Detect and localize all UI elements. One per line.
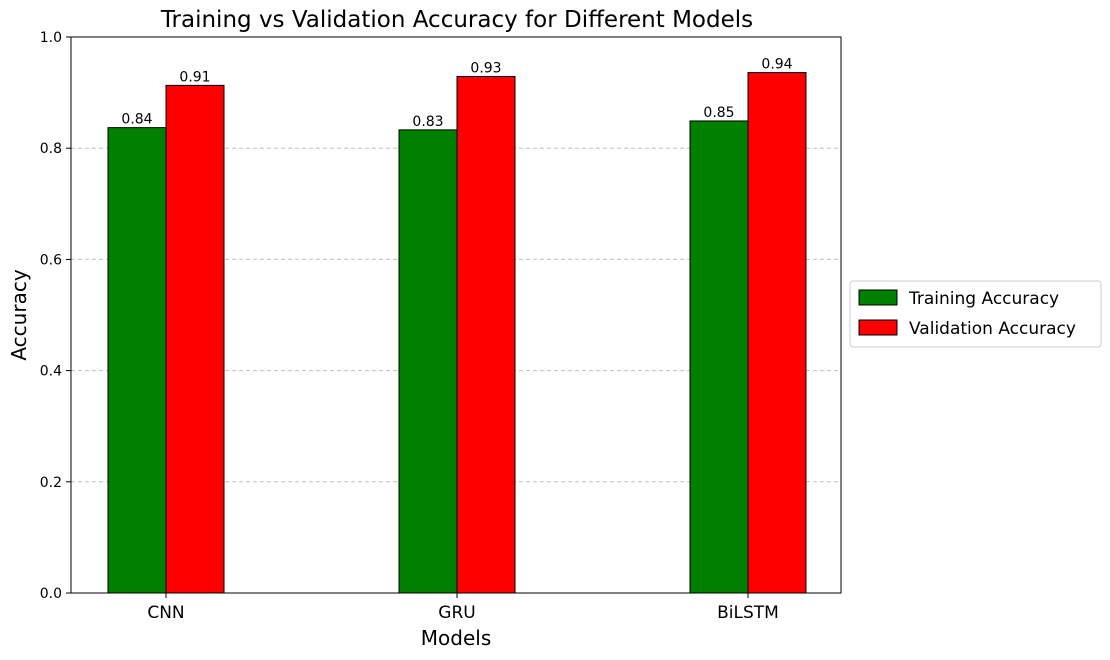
y-tick-label: 1.0 (40, 30, 62, 46)
bar-validation-cnn (165, 84, 225, 594)
x-tick-label: BiLSTM (717, 603, 779, 623)
bar-validation-bilstm (747, 72, 807, 594)
x-axis-ticks: CNN GRU BiLSTM (147, 593, 779, 623)
bars (107, 72, 807, 594)
chart-title: Training vs Validation Accuracy for Diff… (160, 7, 753, 33)
legend-swatch-training (858, 289, 898, 306)
legend: Training Accuracy Validation Accuracy (849, 280, 1102, 348)
plot-frame (70, 36, 842, 594)
x-tick-label: CNN (147, 603, 184, 623)
y-axis-ticks: 0.0 0.2 0.4 0.6 0.8 1.0 (40, 30, 71, 602)
y-tick-label: 0.8 (40, 141, 62, 157)
bar-validation-gru (456, 75, 516, 594)
legend-label: Validation Accuracy (909, 319, 1076, 339)
y-axis-label: Accuracy (7, 269, 31, 360)
x-axis-label: Models (421, 626, 491, 650)
y-tick-label: 0.0 (40, 586, 62, 602)
y-tick-label: 0.6 (40, 252, 62, 268)
value-labels: 0.84 0.91 0.83 0.93 0.85 0.94 (121, 57, 792, 130)
legend-label: Training Accuracy (908, 289, 1059, 309)
y-tick-label: 0.4 (40, 364, 62, 380)
bar-value-label: 0.83 (412, 114, 443, 130)
bar-value-label: 0.94 (761, 57, 792, 73)
bar-training-gru (398, 129, 458, 594)
y-tick-label: 0.2 (40, 475, 62, 491)
bar-training-bilstm (689, 120, 749, 594)
bar-value-label: 0.85 (703, 105, 734, 121)
bar-training-cnn (107, 127, 167, 594)
x-tick-label: GRU (438, 603, 475, 623)
legend-swatch-validation (858, 319, 898, 336)
bar-value-label: 0.93 (470, 60, 501, 76)
bar-value-label: 0.84 (121, 112, 152, 128)
bar-value-label: 0.91 (179, 69, 210, 85)
legend-box (849, 280, 1102, 348)
